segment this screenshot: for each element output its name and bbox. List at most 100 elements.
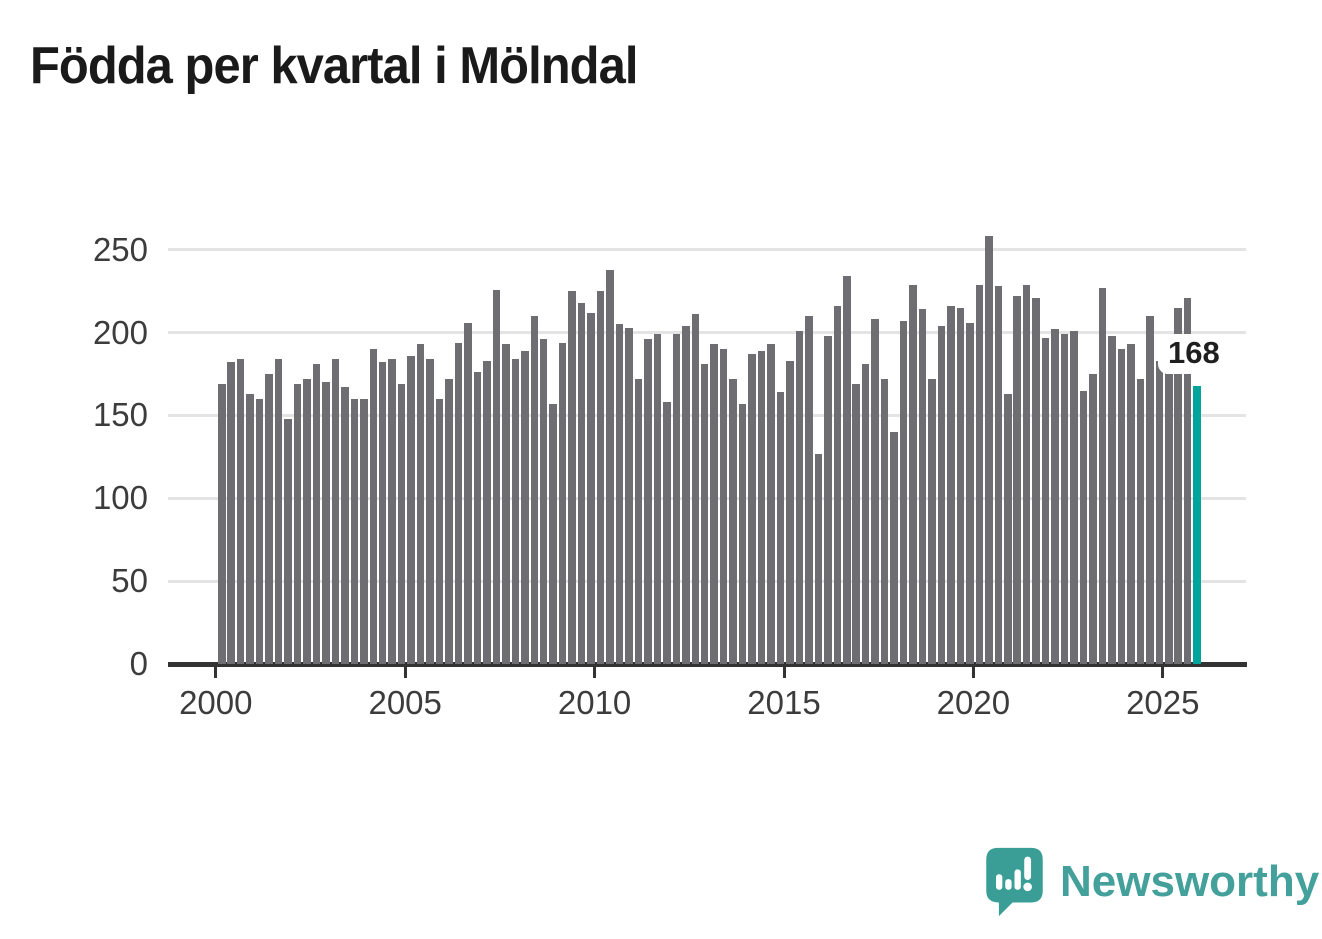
- bar: [1117, 349, 1126, 664]
- bar: [691, 314, 699, 664]
- bar: [947, 306, 955, 664]
- bar: [236, 359, 245, 664]
- bar: [928, 378, 936, 664]
- x-axis-tick-label: 2015: [747, 684, 821, 721]
- x-axis-tick-label: 2025: [1126, 684, 1200, 721]
- bar: [407, 355, 415, 664]
- x-axis-tick: [403, 667, 407, 678]
- bar: [1108, 335, 1116, 664]
- bar: [682, 325, 690, 664]
- newsworthy-wordmark: Newsworthy: [1060, 857, 1320, 906]
- bar: [1098, 287, 1107, 664]
- x-axis-tick-label: 2000: [179, 684, 253, 721]
- bar: [218, 383, 226, 664]
- x-axis-tick: [782, 667, 786, 678]
- bar: [824, 335, 832, 664]
- bar: [861, 364, 870, 664]
- bar: [454, 342, 463, 664]
- y-axis-tick-label: 150: [92, 396, 148, 434]
- bar: [985, 236, 993, 664]
- bar: [700, 364, 709, 664]
- bar: [795, 330, 804, 664]
- bar: [426, 359, 434, 664]
- bar: [1032, 297, 1040, 664]
- bar: [587, 312, 595, 664]
- bar: [549, 403, 557, 664]
- latest-value-label: 168: [1158, 334, 1230, 374]
- bar: [473, 372, 482, 664]
- newsworthy-logo[interactable]: Newsworthy: [983, 845, 1319, 919]
- bar: [843, 276, 851, 664]
- newsworthy-icon: [983, 845, 1046, 919]
- bar: [994, 286, 1003, 664]
- bar: [776, 392, 785, 664]
- bar-highlight-latest-quarter: [1193, 385, 1201, 664]
- bar: [833, 306, 842, 664]
- bar: [918, 309, 927, 664]
- bar: [767, 344, 775, 664]
- bar: [663, 402, 671, 664]
- bar: [729, 378, 737, 664]
- x-axis-tick-label: 2010: [557, 684, 632, 721]
- bar: [644, 339, 652, 664]
- y-axis-tick-label: 200: [92, 313, 148, 351]
- bar: [530, 316, 538, 664]
- gridline: [168, 331, 1246, 335]
- bar: [909, 284, 917, 664]
- x-axis-tick: [214, 667, 218, 678]
- bar: [539, 339, 548, 664]
- chart-title: Födda per kvartal i Mölndal: [30, 37, 638, 95]
- bar: [615, 324, 624, 664]
- bar: [1174, 307, 1182, 664]
- bar: [852, 383, 860, 664]
- bar: [1089, 374, 1097, 664]
- bar: [1155, 360, 1164, 664]
- bar: [738, 403, 747, 664]
- bar: [521, 350, 529, 664]
- bar: [805, 316, 813, 664]
- bar: [312, 364, 321, 664]
- bar: [871, 319, 879, 664]
- bar: [435, 398, 444, 664]
- bar: [814, 453, 823, 664]
- bar: [899, 321, 908, 664]
- bar: [1004, 393, 1012, 664]
- bar: [786, 360, 794, 664]
- bar: [388, 359, 396, 664]
- bar: [719, 349, 728, 664]
- x-axis-tick: [971, 667, 975, 678]
- x-axis-line: [168, 662, 1247, 667]
- bar: [511, 359, 520, 664]
- bar: [322, 382, 330, 664]
- bar: [397, 383, 406, 664]
- bar: [568, 291, 576, 664]
- bar: [255, 398, 264, 664]
- bar: [710, 344, 718, 664]
- bar: [653, 334, 662, 664]
- bar: [757, 350, 766, 664]
- bar: [265, 374, 273, 664]
- bar: [890, 432, 898, 664]
- bar: [937, 325, 946, 664]
- y-axis-tick-label: 0: [129, 645, 148, 682]
- bar: [416, 344, 425, 664]
- x-axis-tick-label: 2020: [936, 684, 1011, 721]
- bar: [369, 349, 378, 664]
- bar: [1041, 337, 1050, 664]
- bar: [1079, 390, 1088, 664]
- bar: [625, 327, 633, 664]
- bar: [634, 378, 643, 664]
- bar: [1183, 297, 1192, 664]
- bar: [966, 322, 974, 664]
- bar: [331, 359, 340, 664]
- bar: [284, 418, 292, 664]
- bar: [350, 398, 359, 664]
- bar: [1165, 364, 1173, 664]
- bar: [748, 354, 756, 664]
- bar: [1060, 334, 1069, 664]
- bar: [492, 289, 501, 664]
- bar: [880, 378, 889, 664]
- x-axis-tick-label: 2005: [368, 684, 442, 721]
- bar: [303, 378, 311, 664]
